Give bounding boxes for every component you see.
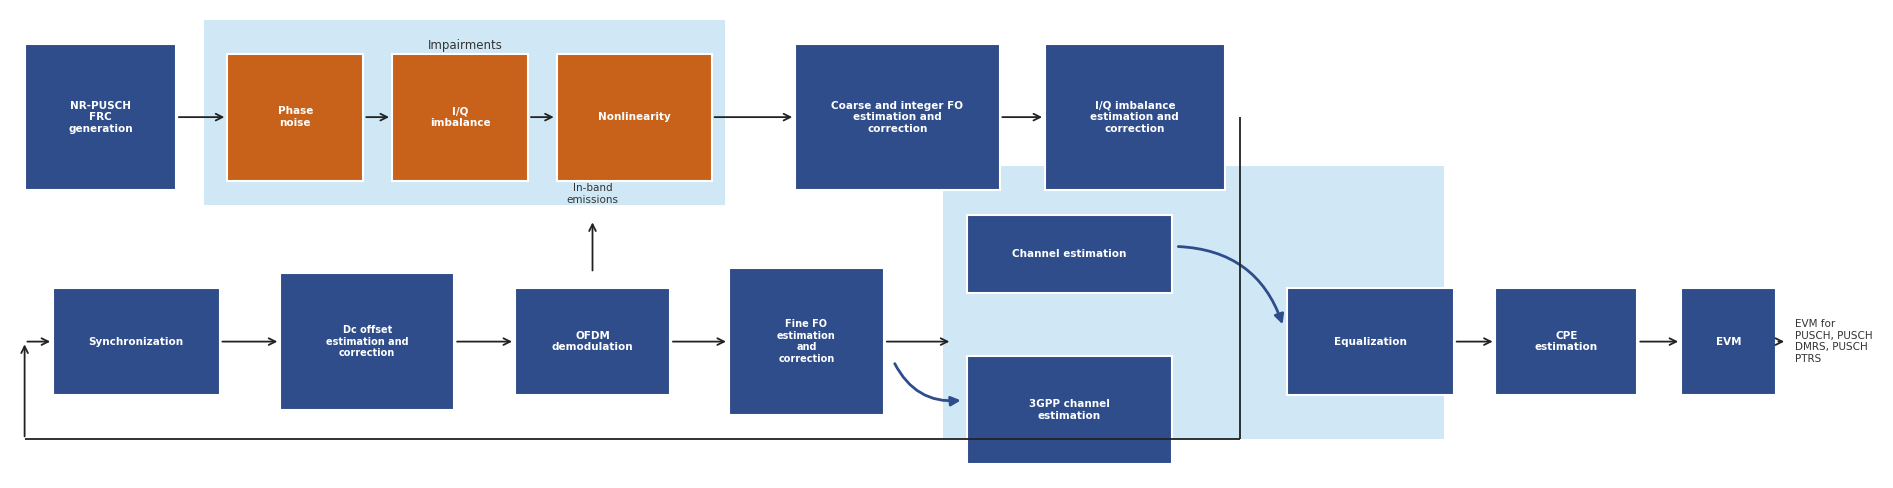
FancyBboxPatch shape (204, 20, 725, 205)
Text: Impairments: Impairments (428, 39, 504, 52)
Text: Nonlinearity: Nonlinearity (598, 112, 670, 122)
FancyBboxPatch shape (25, 44, 176, 190)
Text: 3GPP channel
estimation: 3GPP channel estimation (1030, 399, 1109, 421)
FancyBboxPatch shape (967, 215, 1172, 293)
FancyBboxPatch shape (967, 356, 1172, 464)
Text: Coarse and integer FO
estimation and
correction: Coarse and integer FO estimation and cor… (831, 101, 964, 134)
FancyBboxPatch shape (1495, 288, 1637, 395)
FancyArrowPatch shape (1177, 246, 1283, 322)
FancyArrowPatch shape (895, 364, 958, 405)
FancyBboxPatch shape (1287, 288, 1454, 395)
FancyBboxPatch shape (392, 54, 528, 181)
Text: Phase
noise: Phase noise (278, 106, 312, 128)
Text: EVM for
PUSCH, PUSCH
DMRS, PUSCH
PTRS: EVM for PUSCH, PUSCH DMRS, PUSCH PTRS (1795, 319, 1872, 364)
Text: I/Q imbalance
estimation and
correction: I/Q imbalance estimation and correction (1090, 101, 1179, 134)
FancyBboxPatch shape (227, 54, 363, 181)
Text: Fine FO
estimation
and
correction: Fine FO estimation and correction (776, 319, 837, 364)
Text: NR-PUSCH
FRC
generation: NR-PUSCH FRC generation (68, 101, 133, 134)
FancyBboxPatch shape (1045, 44, 1225, 190)
FancyBboxPatch shape (557, 54, 712, 181)
FancyBboxPatch shape (515, 288, 670, 395)
FancyBboxPatch shape (280, 273, 454, 410)
Text: I/Q
imbalance: I/Q imbalance (430, 106, 490, 128)
FancyBboxPatch shape (795, 44, 1000, 190)
Text: In-band
emissions: In-band emissions (566, 183, 619, 205)
Text: Equalization: Equalization (1335, 337, 1406, 346)
Text: Dc offset
estimation and
correction: Dc offset estimation and correction (326, 325, 409, 358)
FancyBboxPatch shape (943, 166, 1444, 439)
Text: OFDM
demodulation: OFDM demodulation (551, 331, 634, 352)
Text: Channel estimation: Channel estimation (1013, 249, 1126, 259)
Text: CPE
estimation: CPE estimation (1535, 331, 1598, 352)
FancyBboxPatch shape (729, 268, 884, 415)
FancyBboxPatch shape (1681, 288, 1776, 395)
Text: Synchronization: Synchronization (89, 337, 184, 346)
Text: EVM: EVM (1715, 337, 1742, 346)
FancyBboxPatch shape (53, 288, 220, 395)
